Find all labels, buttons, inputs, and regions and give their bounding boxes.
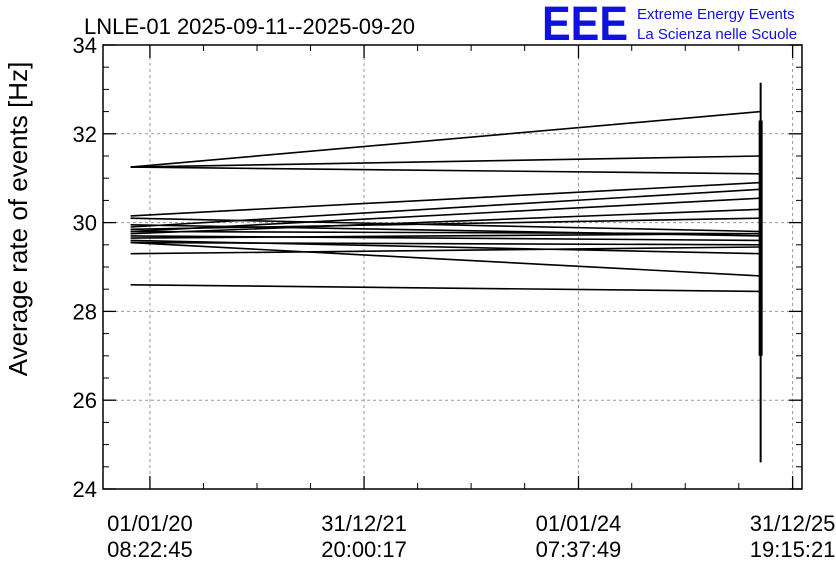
series-line-14 bbox=[130, 241, 761, 246]
series-line-12 bbox=[130, 235, 761, 242]
logo-line1: Extreme Energy Events bbox=[637, 6, 795, 23]
axes bbox=[102, 44, 803, 490]
y-tick-label: 30 bbox=[73, 211, 97, 236]
y-tick-label: 28 bbox=[73, 299, 97, 324]
x-tick-label-date: 01/01/24 bbox=[536, 511, 622, 536]
y-tick-label: 26 bbox=[73, 388, 97, 413]
series-line-17 bbox=[130, 284, 761, 293]
logo-line2: La Scienza nelle Scuole bbox=[637, 26, 797, 43]
series-line-16 bbox=[130, 241, 761, 277]
series-line-7 bbox=[130, 208, 761, 235]
logo-mark: EEE bbox=[542, 0, 628, 51]
x-tick-label-time: 20:00:17 bbox=[321, 537, 407, 562]
y-tick-label: 32 bbox=[73, 122, 97, 147]
series-line-3 bbox=[130, 166, 761, 175]
x-tick-label-time: 07:37:49 bbox=[536, 537, 622, 562]
series-line-1 bbox=[130, 110, 761, 168]
series-line-4 bbox=[130, 181, 761, 217]
x-tick-label-time: 19:15:21 bbox=[750, 537, 836, 562]
series-line-15 bbox=[130, 246, 761, 255]
spike-band bbox=[758, 120, 763, 356]
series-lines bbox=[130, 82, 763, 463]
chart-title: LNLE-01 2025-09-11--2025-09-20 bbox=[84, 14, 415, 39]
x-tick-label-date: 31/12/25 bbox=[750, 511, 836, 536]
eee-logo: EEE Extreme Energy Events La Scienza nel… bbox=[542, 0, 797, 51]
x-tick-label-date: 01/01/20 bbox=[107, 511, 193, 536]
y-tick-label: 34 bbox=[73, 33, 97, 58]
series-line-18 bbox=[130, 230, 761, 235]
plot-frame bbox=[102, 44, 803, 490]
x-tick-label-date: 31/12/21 bbox=[321, 511, 407, 536]
y-tick-label: 24 bbox=[73, 477, 97, 502]
series-line-2 bbox=[130, 155, 761, 168]
x-tick-label-time: 08:22:45 bbox=[107, 537, 193, 562]
series-line-9 bbox=[130, 217, 761, 233]
y-axis-label: Average rate of events [Hz] bbox=[3, 62, 33, 377]
grid-lines bbox=[103, 45, 802, 489]
